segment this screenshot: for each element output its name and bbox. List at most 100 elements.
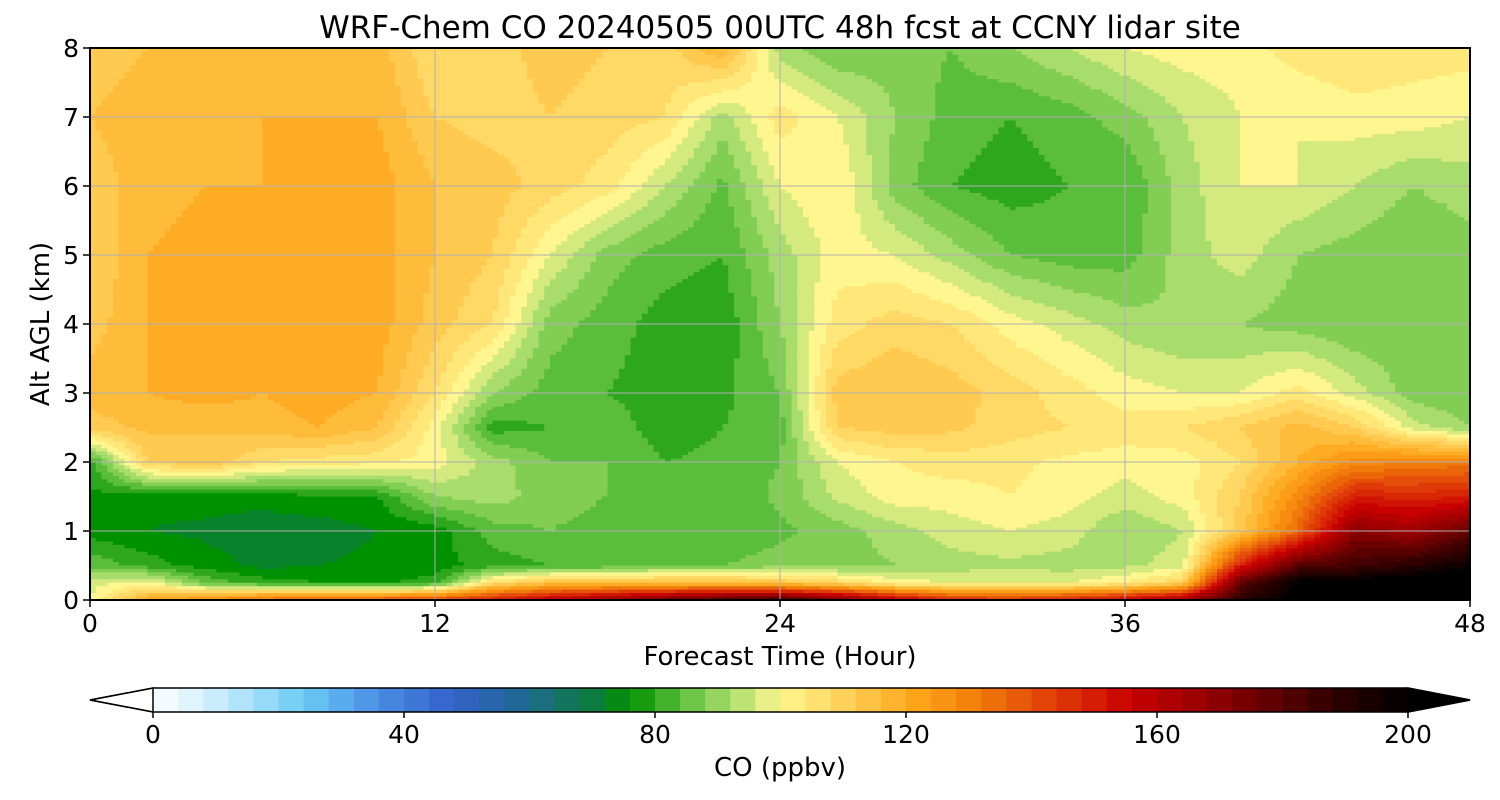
field-cell (1355, 406, 1379, 411)
field-cell (1240, 113, 1470, 118)
field-cell (492, 237, 517, 242)
field-cell (504, 279, 522, 284)
field-cell (745, 251, 770, 256)
field-cell (1038, 151, 1132, 156)
field-cell (987, 596, 1023, 600)
field-cell (1326, 558, 1350, 563)
field-cell (711, 123, 735, 128)
field-cell (797, 406, 810, 411)
field-cell (504, 365, 528, 370)
field-cell (785, 61, 827, 66)
field-cell (90, 241, 120, 246)
field-cell (1199, 544, 1207, 549)
field-cell (647, 179, 672, 184)
field-cell (440, 465, 476, 470)
field-cell (1326, 493, 1339, 498)
field-cell (394, 268, 430, 273)
field-cell (90, 120, 97, 125)
field-cell (929, 506, 1074, 511)
field-cell (785, 106, 827, 111)
field-cell (1148, 192, 1172, 197)
field-cell (492, 575, 528, 580)
field-cell (124, 434, 292, 439)
field-cell (952, 237, 994, 242)
field-cell (1337, 524, 1345, 529)
field-cell (584, 179, 620, 184)
field-cell (1297, 455, 1333, 460)
field-cell (262, 179, 396, 184)
field-cell (1297, 499, 1310, 504)
field-cell (1211, 255, 1258, 260)
field-cell (113, 482, 143, 487)
field-cell (1061, 189, 1149, 194)
field-cell (1360, 572, 1419, 577)
field-cell (1274, 548, 1287, 553)
field-cell (992, 361, 1051, 366)
field-cell (826, 486, 867, 491)
field-cell (1251, 534, 1258, 539)
colorbar-segment (730, 688, 756, 712)
field-cell (233, 472, 471, 477)
field-cell (1240, 503, 1253, 508)
field-cell (1222, 572, 1230, 577)
field-cell (998, 330, 1057, 335)
field-cell (147, 299, 396, 304)
field-cell (147, 572, 172, 577)
field-cell (435, 417, 448, 422)
field-cell (1337, 520, 1345, 525)
field-cell (1389, 379, 1470, 384)
field-cell (1240, 568, 1247, 573)
field-cell (538, 303, 557, 308)
field-cell (757, 65, 770, 70)
field-cell (101, 472, 114, 477)
field-cell (1435, 406, 1470, 411)
field-cell (1228, 572, 1235, 577)
field-cell (734, 165, 758, 170)
field-cell (889, 172, 919, 177)
field-cell (837, 113, 867, 118)
field-cell (820, 368, 827, 373)
field-cell (785, 241, 821, 246)
field-cell (1205, 551, 1212, 556)
field-cell (481, 265, 511, 270)
field-cell (1395, 427, 1414, 432)
field-cell (619, 372, 735, 377)
field-cell (90, 48, 149, 53)
field-cell (458, 420, 471, 425)
field-cell (394, 227, 436, 232)
field-cell (452, 537, 488, 542)
field-cell (1424, 127, 1470, 132)
field-cell (1217, 593, 1224, 598)
field-cell (797, 403, 810, 408)
colorbar-segment (1382, 688, 1409, 712)
field-cell (504, 572, 551, 577)
field-cell (113, 303, 149, 308)
field-cell (883, 575, 1103, 580)
field-cell (854, 182, 873, 187)
field-cell (1199, 568, 1207, 573)
field-cell (101, 462, 114, 467)
field-cell (1033, 386, 1086, 391)
field-cell (394, 65, 419, 70)
field-cell (1038, 393, 1097, 398)
field-cell (797, 296, 816, 301)
field-cell (877, 551, 977, 556)
field-cell (728, 265, 747, 270)
field-cell (475, 458, 511, 463)
field-cell (1251, 444, 1281, 449)
field-cell (952, 241, 1000, 246)
field-cell (1291, 510, 1304, 515)
field-cell (1142, 244, 1172, 249)
field-cell (1280, 451, 1304, 456)
field-cell (1383, 210, 1454, 215)
field-cell (1171, 237, 1207, 242)
field-cell (653, 448, 695, 453)
field-cell (590, 165, 632, 170)
field-cell (141, 51, 390, 56)
field-cell (1441, 123, 1470, 128)
field-cell (521, 313, 534, 318)
field-cell (90, 372, 149, 377)
field-cell (918, 161, 971, 166)
field-cell (682, 230, 741, 235)
field-cell (854, 330, 959, 335)
